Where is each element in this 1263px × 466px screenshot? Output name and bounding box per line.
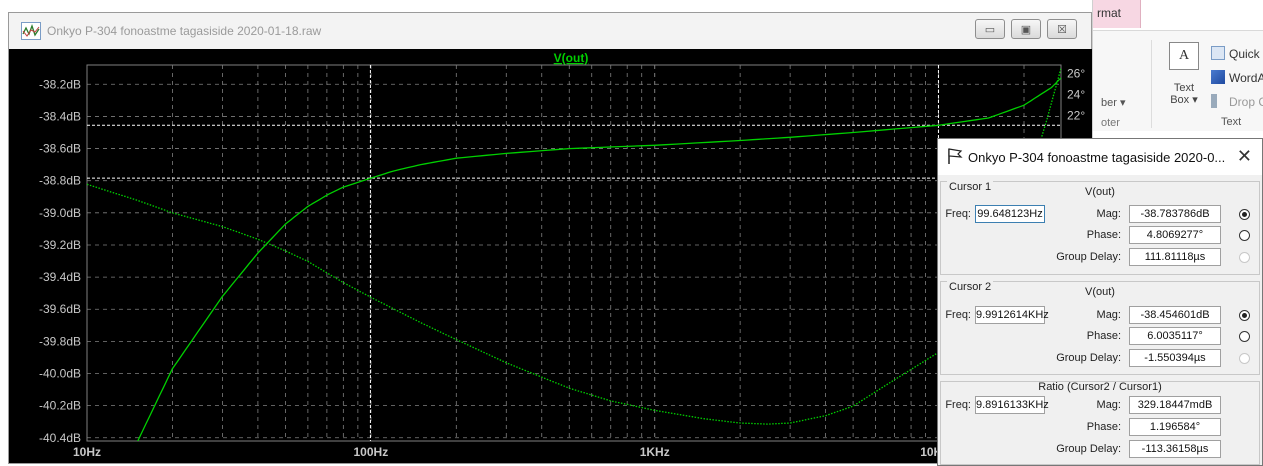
quick-parts-button[interactable]: Quick Pa <box>1211 46 1263 61</box>
cursor1-trace: V(out) <box>1085 186 1115 198</box>
ribbon-footer[interactable]: oter <box>1101 117 1120 129</box>
cursor2-gd-field[interactable]: -1.550394µs <box>1129 349 1221 367</box>
cursor1-mag-radio[interactable] <box>1239 209 1250 220</box>
cursor2-mag-field[interactable]: -38.454601dB <box>1129 306 1221 324</box>
cursor2-freq-label: Freq: <box>945 309 971 321</box>
plot-window-title: Onkyo P-304 fonoastme tagasiside 2020-01… <box>47 24 322 38</box>
cursor1-phase-radio[interactable] <box>1239 230 1250 241</box>
x-tick-label: 1KHz <box>640 445 670 459</box>
cursor1-gd-radio[interactable] <box>1239 252 1250 263</box>
cursor-dialog-title: Onkyo P-304 fonoastme tagasiside 2020-0.… <box>968 150 1226 165</box>
text-box-icon[interactable]: A <box>1169 42 1199 70</box>
cursor2-phase-field[interactable]: 6.0035117° <box>1129 327 1221 345</box>
y-tick-label: -40.2dB <box>39 399 81 413</box>
restore-button[interactable]: ▣ <box>1011 19 1041 39</box>
plot-area[interactable]: V(out) -38.2dB -38.4dB -38.6dB -38.8dB -39.0… <box>9 49 1093 463</box>
y-axis-right-labels: 26° 24° 22° <box>1067 66 1085 122</box>
cursor1-phase-field[interactable]: 4.8069277° <box>1129 226 1221 244</box>
ratio-mag-label: Mag: <box>1096 399 1121 411</box>
ribbon-group-label: Text <box>1221 116 1242 128</box>
wordart-button[interactable]: WordArt <box>1211 70 1263 85</box>
y-tick-label: -39.6dB <box>39 302 81 316</box>
y-tick-label: -38.2dB <box>39 77 81 91</box>
ratio-freq-field[interactable]: 9.8916133KHz <box>975 396 1049 414</box>
minimize-button[interactable]: ▭ <box>975 19 1005 39</box>
y-tick-label: -39.4dB <box>39 270 81 284</box>
ribbon-separator <box>1151 40 1152 128</box>
y-tick-label: -38.4dB <box>39 109 81 123</box>
y-right-tick-label: 26° <box>1067 66 1085 80</box>
cursor2-phase-radio[interactable] <box>1239 331 1250 342</box>
y-tick-label: -40.0dB <box>39 367 81 381</box>
y-tick-label: -38.8dB <box>39 174 81 188</box>
cursor1-gd-label: Group Delay: <box>1056 251 1121 263</box>
x-axis-labels: 10Hz100Hz1KHz10KHz <box>73 445 957 459</box>
cursor2-freq-field[interactable]: 9.9912614KHz <box>975 306 1049 324</box>
drop-cap-icon <box>1211 94 1225 108</box>
text-box-button[interactable]: Text Box ▾ <box>1170 82 1198 106</box>
cursor1-phase-label: Phase: <box>1086 229 1121 241</box>
ratio-gd-label: Group Delay: <box>1056 443 1121 455</box>
cursor2-gd-label: Group Delay: <box>1056 352 1121 364</box>
y-tick-label: -39.0dB <box>39 206 81 220</box>
flag-icon <box>948 148 963 164</box>
ratio-phase-field[interactable]: 1.196584° <box>1129 418 1221 436</box>
y-right-tick-label: 22° <box>1067 109 1085 123</box>
ratio-label: Ratio (Cursor2 / Cursor1) <box>1038 381 1162 393</box>
phase-trace <box>87 68 1061 425</box>
cursor1-mag-label: Mag: <box>1096 208 1121 220</box>
cursor2-label: Cursor 2 <box>947 281 994 293</box>
magnitude-trace <box>137 77 1061 441</box>
cursor2-mag-label: Mag: <box>1096 309 1121 321</box>
ribbon-tab-format[interactable]: rmat <box>1093 0 1141 28</box>
cursor-dialog-titlebar[interactable]: Onkyo P-304 fonoastme tagasiside 2020-0.… <box>938 139 1262 175</box>
quick-parts-icon <box>1211 46 1225 60</box>
cursor2-group: Cursor 2 V(out) Freq: 9.9912614KHz Mag: … <box>940 281 1260 375</box>
cursor1-freq-label: Freq: <box>945 208 971 220</box>
waveform-icon <box>21 22 41 40</box>
plot-window: Onkyo P-304 fonoastme tagasiside 2020-01… <box>8 12 1093 464</box>
x-tick-label: 10Hz <box>73 445 101 459</box>
ratio-freq-label: Freq: <box>945 399 971 411</box>
y-axis-left-labels: -38.2dB -38.4dB -38.6dB -38.8dB -39.0dB -39.2… <box>39 77 81 445</box>
ratio-group: Ratio (Cursor2 / Cursor1) Freq: 9.891613… <box>940 381 1260 465</box>
ratio-phase-label: Phase: <box>1086 421 1121 433</box>
cursor1-gd-field[interactable]: 111.81118µs <box>1129 248 1221 266</box>
y-tick-label: -38.6dB <box>39 142 81 156</box>
cursor2-trace: V(out) <box>1085 286 1115 298</box>
cursor1-freq-field[interactable]: 99.648123Hz <box>975 205 1045 223</box>
plot-window-titlebar[interactable]: Onkyo P-304 fonoastme tagasiside 2020-01… <box>9 13 1091 49</box>
cursor2-gd-radio[interactable] <box>1239 353 1250 364</box>
y-tick-label: -40.4dB <box>39 431 81 445</box>
cursor1-label: Cursor 1 <box>947 181 994 193</box>
ribbon-page-number[interactable]: ber ▾ <box>1101 97 1126 109</box>
x-tick-label: 100Hz <box>354 445 389 459</box>
cursor1-mag-field[interactable]: -38.783786dB <box>1129 205 1221 223</box>
ratio-gd-field[interactable]: -113.36158µs <box>1129 440 1221 458</box>
close-icon[interactable]: ✕ <box>1236 146 1252 166</box>
bode-plot[interactable]: V(out) -38.2dB -38.4dB -38.6dB -38.8dB -39.0… <box>9 49 1093 463</box>
drop-cap-button[interactable]: Drop Cap <box>1211 94 1263 109</box>
close-button[interactable]: ☒ <box>1047 19 1077 39</box>
plot-frame <box>86 64 1062 442</box>
trace-title[interactable]: V(out) <box>554 51 589 65</box>
cursor2-phase-label: Phase: <box>1086 330 1121 342</box>
wordart-icon <box>1211 70 1225 84</box>
y-tick-label: -39.2dB <box>39 238 81 252</box>
y-tick-label: -39.8dB <box>39 334 81 348</box>
ratio-mag-field[interactable]: 329.18447mdB <box>1129 396 1221 414</box>
cursor2-mag-radio[interactable] <box>1239 310 1250 321</box>
plot-grid <box>86 64 1062 442</box>
cursor-dialog: Onkyo P-304 fonoastme tagasiside 2020-0.… <box>937 138 1263 466</box>
cursor1-group: Cursor 1 V(out) Freq: 99.648123Hz Mag: -… <box>940 181 1260 275</box>
cursor-lines <box>87 65 1061 441</box>
traces <box>87 68 1061 441</box>
word-ribbon: rmat ber ▾ oter A Text Box ▾ Quick Pa Wo… <box>1092 0 1263 150</box>
y-right-tick-label: 24° <box>1067 88 1085 102</box>
